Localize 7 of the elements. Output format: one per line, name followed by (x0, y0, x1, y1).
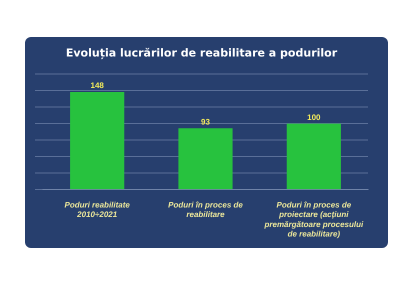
x-tick-label: Poduri în proces de proiectare (acțiuni premărgătoare procesului de reabilitare) (263, 200, 364, 238)
chart-title: Evoluția lucrărilor de reabilitare a podurilor (66, 46, 338, 60)
data-label: 100 (307, 112, 322, 122)
data-label: 93 (201, 117, 210, 126)
data-label: 148 (90, 81, 104, 90)
x-tick-label: Poduri reabilitate 2010÷2021 (64, 200, 130, 220)
x-tick-label: Poduri în proces de reabilitare (168, 200, 244, 220)
